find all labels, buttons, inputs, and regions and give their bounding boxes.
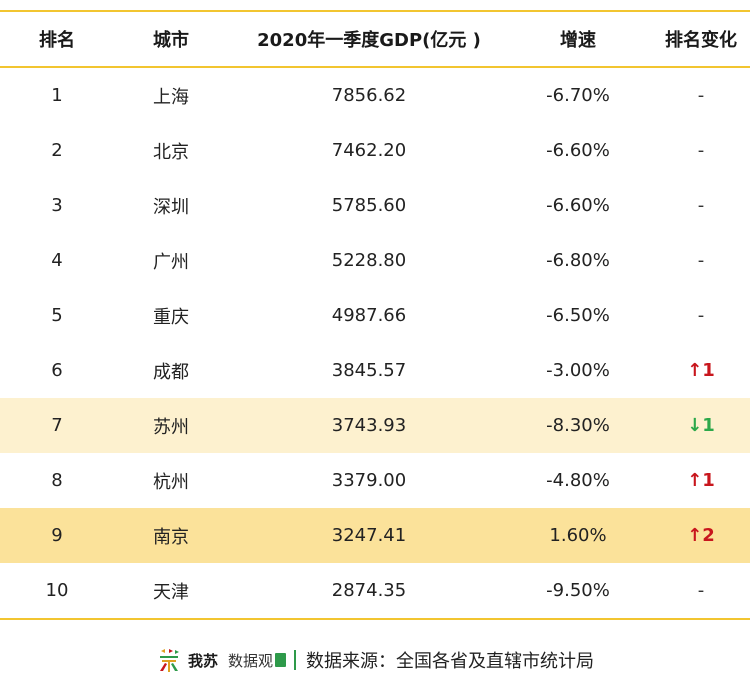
table-row: 5 重庆 4987.66 -6.50% - bbox=[0, 288, 750, 343]
cell-city: 天津 bbox=[153, 581, 189, 603]
cell-growth: -9.50% bbox=[546, 580, 610, 601]
table-row: 7 苏州 3743.93 -8.30% ↓1 bbox=[0, 398, 750, 453]
cell-rank: 2 bbox=[51, 140, 63, 161]
footer-separator bbox=[294, 650, 297, 670]
cell-city: 北京 bbox=[153, 141, 189, 163]
cell-gdp: 7856.62 bbox=[331, 85, 407, 106]
cell-rank-change: ↑1 bbox=[687, 470, 715, 491]
header-growth: 增速 bbox=[560, 30, 596, 51]
cell-rank: 6 bbox=[51, 360, 63, 381]
cell-rank: 9 bbox=[51, 525, 63, 546]
cell-gdp: 3845.57 bbox=[331, 360, 407, 381]
table-row: 9 南京 3247.41 1.60% ↑2 bbox=[0, 508, 750, 563]
cell-rank: 5 bbox=[51, 305, 63, 326]
table-header: 排名 城市 2020年一季度GDP(亿元 ) 增速 排名变化 bbox=[0, 12, 750, 68]
cell-city: 重庆 bbox=[153, 306, 189, 328]
cell-rank-change: ↑2 bbox=[687, 525, 715, 546]
cell-gdp: 5785.60 bbox=[331, 195, 407, 216]
cell-rank-change: ↓1 bbox=[687, 415, 715, 436]
cell-growth: -6.60% bbox=[546, 140, 610, 161]
cell-growth: -6.80% bbox=[546, 250, 610, 271]
brand-logo-icon bbox=[159, 649, 179, 672]
cell-rank-change: - bbox=[697, 140, 705, 161]
table-row: 6 成都 3845.57 -3.00% ↑1 bbox=[0, 343, 750, 398]
data-source-text: 数据来源：全国各省及直辖市统计局 bbox=[306, 651, 595, 672]
brand-name: 我苏 bbox=[187, 651, 218, 670]
cell-rank: 4 bbox=[51, 250, 63, 271]
header-city: 城市 bbox=[153, 30, 189, 51]
cell-rank-change: - bbox=[697, 85, 705, 106]
cell-rank-change: ↑1 bbox=[687, 360, 715, 381]
table-row: 8 杭州 3379.00 -4.80% ↑1 bbox=[0, 453, 750, 508]
cell-gdp: 5228.80 bbox=[331, 250, 407, 271]
cell-gdp: 3247.41 bbox=[331, 525, 407, 546]
cell-rank: 10 bbox=[45, 580, 69, 601]
cell-rank: 7 bbox=[51, 415, 63, 436]
cell-city: 南京 bbox=[153, 526, 189, 548]
cell-rank-change: - bbox=[697, 580, 705, 601]
table-row: 2 北京 7462.20 -6.60% - bbox=[0, 123, 750, 178]
table-row: 3 深圳 5785.60 -6.60% - bbox=[0, 178, 750, 233]
cell-city: 成都 bbox=[153, 361, 189, 383]
cell-gdp: 7462.20 bbox=[331, 140, 407, 161]
cell-growth: -6.70% bbox=[546, 85, 610, 106]
header-gdp: 2020年一季度GDP(亿元 ) bbox=[257, 30, 481, 51]
table-row: 10 天津 2874.35 -9.50% - bbox=[0, 563, 750, 618]
cell-rank-change: - bbox=[697, 195, 705, 216]
cell-growth: -6.60% bbox=[546, 195, 610, 216]
cell-growth: -4.80% bbox=[546, 470, 610, 491]
header-rank-change: 排名变化 bbox=[665, 30, 737, 51]
brand-sub: 数据观 bbox=[228, 651, 274, 670]
cell-city: 苏州 bbox=[153, 416, 189, 438]
gdp-ranking-table: 排名 城市 2020年一季度GDP(亿元 ) 增速 排名变化 1 上海 7856.6… bbox=[0, 10, 750, 620]
cell-growth: -3.00% bbox=[546, 360, 610, 381]
cell-city: 广州 bbox=[153, 251, 189, 273]
brand-badge bbox=[275, 653, 287, 667]
table-row: 1 上海 7856.62 -6.70% - bbox=[0, 68, 750, 123]
table-bottom-rule bbox=[0, 618, 750, 620]
cell-rank-change: - bbox=[697, 305, 705, 326]
cell-gdp: 3379.00 bbox=[331, 470, 407, 491]
table-body: 1 上海 7856.62 -6.70% -2 北京 7462.20 -6.60% -3 深圳 578… bbox=[0, 68, 750, 618]
cell-gdp: 4987.66 bbox=[331, 305, 407, 326]
cell-rank: 8 bbox=[51, 470, 63, 491]
cell-city: 深圳 bbox=[153, 196, 189, 218]
table-top-rule bbox=[0, 10, 750, 12]
cell-rank: 3 bbox=[51, 195, 63, 216]
footer: 我苏 数据观 数据来源：全国各省及直辖市统计局 bbox=[0, 640, 750, 680]
header-rank: 排名 bbox=[39, 30, 75, 51]
cell-growth: -8.30% bbox=[546, 415, 610, 436]
cell-gdp: 3743.93 bbox=[331, 415, 407, 436]
cell-city: 上海 bbox=[153, 86, 189, 108]
cell-rank: 1 bbox=[51, 85, 63, 106]
cell-gdp: 2874.35 bbox=[331, 580, 407, 601]
cell-growth: 1.60% bbox=[549, 525, 607, 546]
table-row: 4 广州 5228.80 -6.80% - bbox=[0, 233, 750, 288]
cell-growth: -6.50% bbox=[546, 305, 610, 326]
cell-city: 杭州 bbox=[153, 471, 189, 493]
cell-rank-change: - bbox=[697, 250, 705, 271]
